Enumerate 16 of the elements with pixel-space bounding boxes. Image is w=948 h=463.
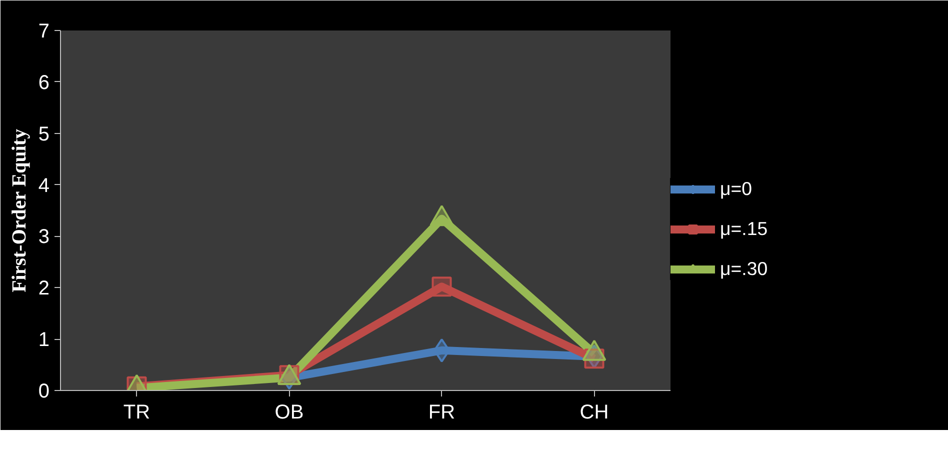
y-tick-label: 5 — [38, 123, 50, 146]
x-tick-label: TR — [123, 402, 150, 424]
y-tick-label: 1 — [38, 329, 50, 352]
legend-label: μ=.15 — [720, 218, 768, 240]
y-tick-label: 6 — [38, 72, 50, 94]
y-tick-label: 0 — [38, 380, 50, 402]
y-tick-label: 3 — [38, 226, 50, 248]
y-axis-title: First-Order Equity — [8, 128, 30, 292]
y-tick-label: 2 — [38, 278, 50, 300]
legend-label: μ=0 — [720, 178, 752, 200]
y-tick-label: 4 — [38, 174, 50, 197]
y-tick-label: 7 — [38, 20, 50, 42]
legend-label: μ=.30 — [720, 258, 768, 280]
x-tick-label: CH — [580, 402, 609, 424]
x-tick-label: FR — [428, 402, 456, 424]
x-tick-label: OB — [274, 402, 304, 424]
